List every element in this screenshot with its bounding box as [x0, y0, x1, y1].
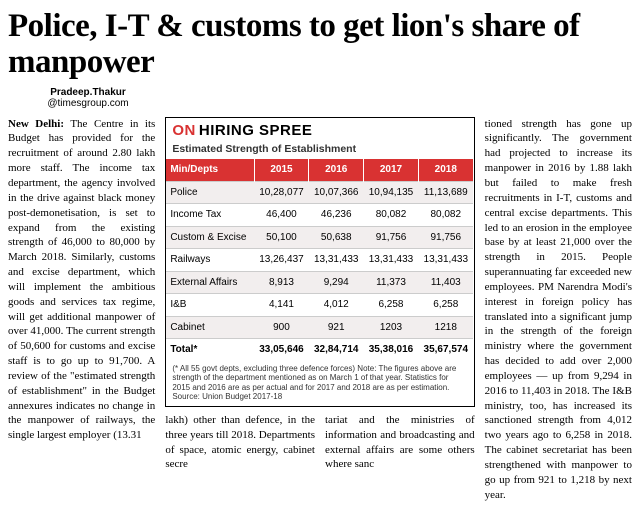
th-2017: 2017 [364, 159, 419, 181]
table-subhead: Estimated Strength of Establishment [166, 142, 473, 159]
table-row: Railways13,26,43713,31,43313,31,43313,31… [166, 249, 473, 272]
table-cell: 91,756 [364, 226, 419, 249]
table-cell: 4,141 [254, 294, 309, 317]
column-4: tioned strength has gone up significantl… [485, 117, 632, 503]
table-cell: 1218 [418, 316, 473, 339]
column-3: tariat and the ministries of information… [325, 413, 475, 503]
table-cell: 50,638 [309, 226, 364, 249]
table-cell: 33,05,646 [254, 339, 309, 361]
table-cell: Custom & Excise [166, 226, 254, 249]
table-row: I&B4,1414,0126,2586,258 [166, 294, 473, 317]
byline-handle: @timesgroup.com [8, 98, 168, 109]
table-cell: Total* [166, 339, 254, 361]
col1-text: The Centre in its Budget has provided fo… [8, 118, 155, 442]
table-cell: 11,403 [418, 271, 473, 294]
table-cell: 921 [309, 316, 364, 339]
table-cell: 8,913 [254, 271, 309, 294]
table-cell: 6,258 [418, 294, 473, 317]
table-cell: External Affairs [166, 271, 254, 294]
table-cell: 80,082 [364, 204, 419, 227]
kicker-on: ON [172, 122, 196, 139]
table-cell: 35,38,016 [364, 339, 419, 361]
table-cell: Police [166, 181, 254, 204]
table-row: Cabinet90092112031218 [166, 316, 473, 339]
table-cell: 900 [254, 316, 309, 339]
table-cell: 10,07,366 [309, 181, 364, 204]
table-cell: 32,84,714 [309, 339, 364, 361]
table-cell: I&B [166, 294, 254, 317]
table-cell: Income Tax [166, 204, 254, 227]
table-cell: 13,31,433 [364, 249, 419, 272]
th-2018: 2018 [418, 159, 473, 181]
hiring-table-box: ON HIRING SPREE Estimated Strength of Es… [165, 117, 474, 407]
table-cell: 13,31,433 [309, 249, 364, 272]
headline: Police, I-T & customs to get lion's shar… [8, 8, 632, 81]
table-cell: 11,13,689 [418, 181, 473, 204]
table-row: External Affairs8,9139,29411,37311,403 [166, 271, 473, 294]
table-cell: 35,67,574 [418, 339, 473, 361]
table-cell: Cabinet [166, 316, 254, 339]
column-2: lakh) other than defence, in the three y… [165, 413, 315, 503]
table-cell: 91,756 [418, 226, 473, 249]
table-cell: Railways [166, 249, 254, 272]
th-dept: Min/Depts [166, 159, 254, 181]
table-cell: 10,28,077 [254, 181, 309, 204]
table-cell: 1203 [364, 316, 419, 339]
hiring-table: Min/Depts 2015 2016 2017 2018 Police10,2… [166, 159, 473, 361]
table-cell: 80,082 [418, 204, 473, 227]
table-cell: 46,236 [309, 204, 364, 227]
column-middle: ON HIRING SPREE Estimated Strength of Es… [165, 117, 474, 503]
table-cell: 50,100 [254, 226, 309, 249]
table-footnotes: (* All 55 govt depts, excluding three de… [166, 361, 473, 406]
table-row: Custom & Excise50,10050,63891,75691,756 [166, 226, 473, 249]
table-kicker: ON HIRING SPREE [166, 118, 473, 142]
table-header-row: Min/Depts 2015 2016 2017 2018 [166, 159, 473, 181]
table-cell: 13,31,433 [418, 249, 473, 272]
table-cell: 46,400 [254, 204, 309, 227]
table-cell: 9,294 [309, 271, 364, 294]
table-cell: 4,012 [309, 294, 364, 317]
dateline: New Delhi: [8, 118, 64, 130]
table-row-total: Total*33,05,64632,84,71435,38,01635,67,5… [166, 339, 473, 361]
byline-name: Pradeep.Thakur [50, 87, 126, 98]
th-2016: 2016 [309, 159, 364, 181]
kicker-rest: HIRING SPREE [199, 122, 313, 139]
byline: Pradeep.Thakur @timesgroup.com [8, 87, 168, 109]
table-cell: 13,26,437 [254, 249, 309, 272]
table-cell: 11,373 [364, 271, 419, 294]
table-row: Police10,28,07710,07,36610,94,13511,13,6… [166, 181, 473, 204]
th-2015: 2015 [254, 159, 309, 181]
table-cell: 10,94,135 [364, 181, 419, 204]
article-body: New Delhi: The Centre in its Budget has … [8, 117, 632, 503]
table-cell: 6,258 [364, 294, 419, 317]
column-1: New Delhi: The Centre in its Budget has … [8, 117, 155, 503]
table-row: Income Tax46,40046,23680,08280,082 [166, 204, 473, 227]
